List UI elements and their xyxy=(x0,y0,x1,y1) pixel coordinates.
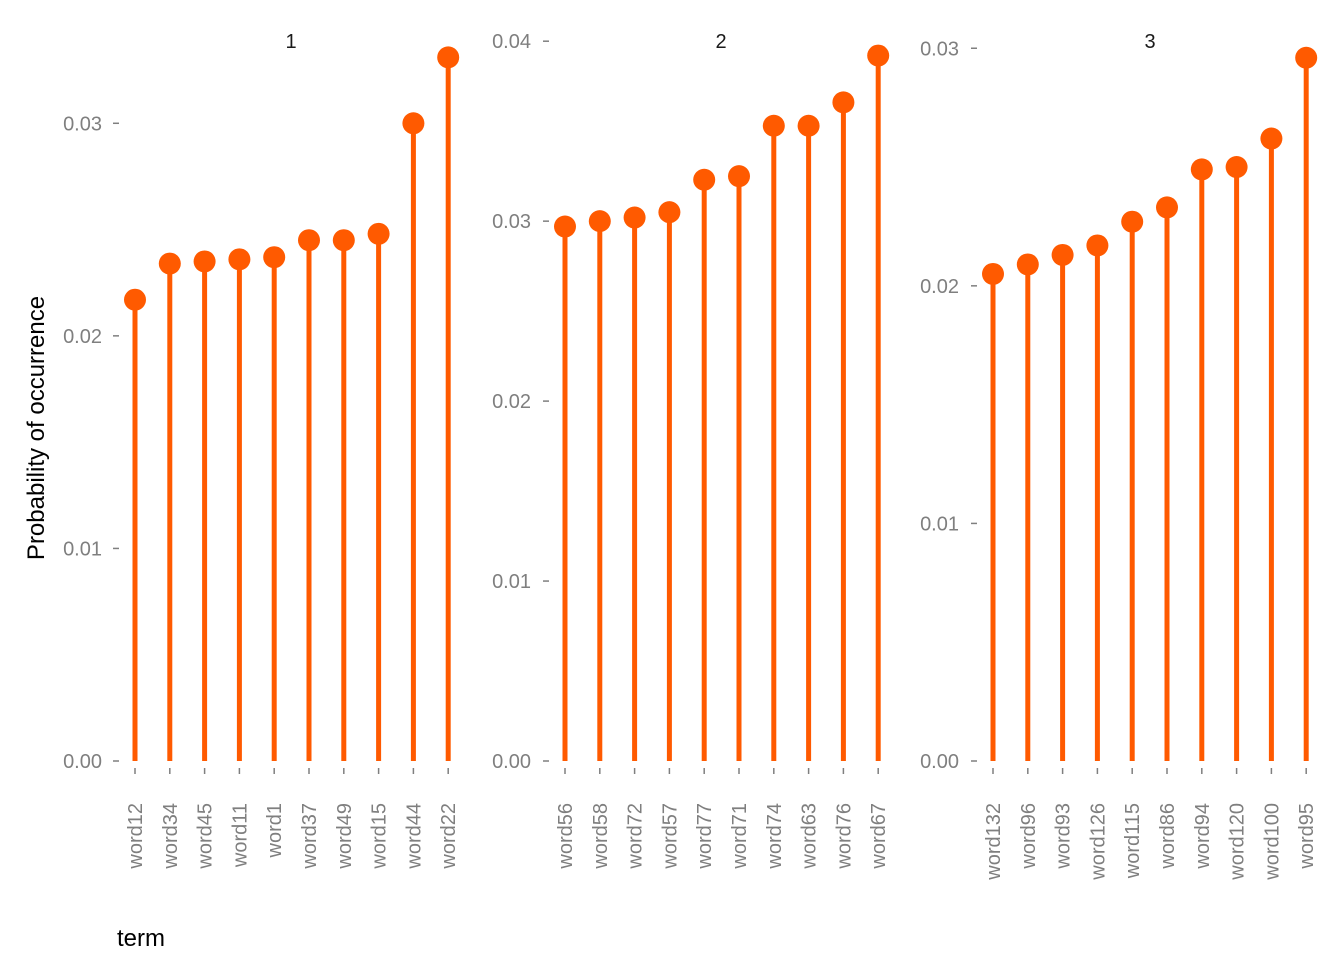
x-tick-label: word57 xyxy=(659,803,681,870)
x-tick-label: word86 xyxy=(1157,803,1179,870)
x-tick-label: word34 xyxy=(160,803,182,870)
lollipop-point xyxy=(1225,156,1248,179)
x-tick-label: word115 xyxy=(1122,803,1144,879)
lollipop-point xyxy=(263,246,286,269)
lollipop-point xyxy=(1121,210,1144,233)
lollipop-point xyxy=(1295,46,1318,69)
y-tick-label: 0.00 xyxy=(920,751,959,773)
x-tick-label: word56 xyxy=(555,803,577,870)
x-tick-label: word76 xyxy=(833,803,855,870)
y-axis-title: Probability of occurrence xyxy=(23,296,50,560)
y-tick-label: 0.02 xyxy=(63,326,102,348)
lollipop-point xyxy=(867,44,890,67)
x-tick-label: word132 xyxy=(983,803,1005,881)
x-tick-label: word11 xyxy=(229,803,251,868)
lollipop-point xyxy=(554,215,576,238)
x-tick-label: word67 xyxy=(868,803,890,870)
lollipop-point xyxy=(367,222,390,245)
x-tick-label: word77 xyxy=(694,803,716,870)
y-tick-label: 0.01 xyxy=(920,513,959,535)
y-tick-label: 0.03 xyxy=(492,211,531,233)
y-tick-label: 0.04 xyxy=(492,31,531,53)
x-tick-label: word1 xyxy=(264,803,286,858)
y-tick-label: 0.00 xyxy=(63,751,102,773)
x-tick-label: word126 xyxy=(1087,803,1109,881)
facet-title: 3 xyxy=(1144,31,1155,53)
y-tick-label: 0.00 xyxy=(492,751,531,773)
lollipop-point xyxy=(402,112,425,135)
x-tick-label: word72 xyxy=(625,803,647,870)
lollipop-point xyxy=(623,206,646,229)
x-tick-label: word74 xyxy=(764,803,786,870)
x-tick-label: word49 xyxy=(334,803,356,870)
lollipop-point xyxy=(228,248,251,271)
lollipop-point xyxy=(1260,127,1283,150)
lollipop-point xyxy=(693,168,716,191)
x-tick-label: word63 xyxy=(799,803,821,870)
lollipop-point xyxy=(1086,234,1109,257)
lollipop-point xyxy=(332,229,355,252)
x-tick-label: word96 xyxy=(1018,803,1040,870)
x-tick-label: word37 xyxy=(299,803,321,870)
y-tick-label: 0.01 xyxy=(63,538,102,560)
x-tick-label: word94 xyxy=(1192,803,1214,870)
x-tick-label: word120 xyxy=(1227,803,1249,881)
lollipop-point xyxy=(832,91,855,114)
lollipop-point xyxy=(437,46,460,69)
x-tick-label: word44 xyxy=(403,803,425,870)
y-tick-label: 0.03 xyxy=(63,113,102,135)
facet-title: 2 xyxy=(715,31,726,53)
lollipop-point xyxy=(1156,196,1178,219)
x-tick-label: word93 xyxy=(1053,803,1075,870)
lollipop-point xyxy=(588,210,611,233)
x-tick-label: word22 xyxy=(438,803,460,870)
lollipop-point xyxy=(158,252,181,275)
y-tick-label: 0.02 xyxy=(492,391,531,413)
x-axis-title: term xyxy=(117,925,165,952)
x-tick-label: word45 xyxy=(195,803,217,870)
lollipop-point xyxy=(1051,243,1074,266)
lollipop-point xyxy=(982,262,1004,285)
y-tick-label: 0.02 xyxy=(920,276,959,298)
lollipop-point xyxy=(762,114,785,137)
y-tick-label: 0.01 xyxy=(492,571,531,593)
lollipop-point xyxy=(797,114,820,137)
lollipop-point xyxy=(1190,158,1213,181)
lollipop-point xyxy=(193,250,216,273)
lollipop-point xyxy=(1016,253,1039,276)
lollipop-point xyxy=(298,229,320,252)
x-tick-label: word71 xyxy=(729,803,751,870)
x-tick-label: word15 xyxy=(369,803,391,870)
x-tick-label: word58 xyxy=(590,803,612,870)
lollipop-point xyxy=(124,288,146,311)
y-tick-label: 0.03 xyxy=(920,38,959,60)
x-tick-label: word100 xyxy=(1261,803,1283,881)
x-tick-label: word12 xyxy=(125,803,147,870)
facet-title: 1 xyxy=(285,31,296,53)
x-tick-label: word95 xyxy=(1296,803,1318,870)
lollipop-point xyxy=(728,165,750,188)
lollipop-point xyxy=(658,201,681,224)
